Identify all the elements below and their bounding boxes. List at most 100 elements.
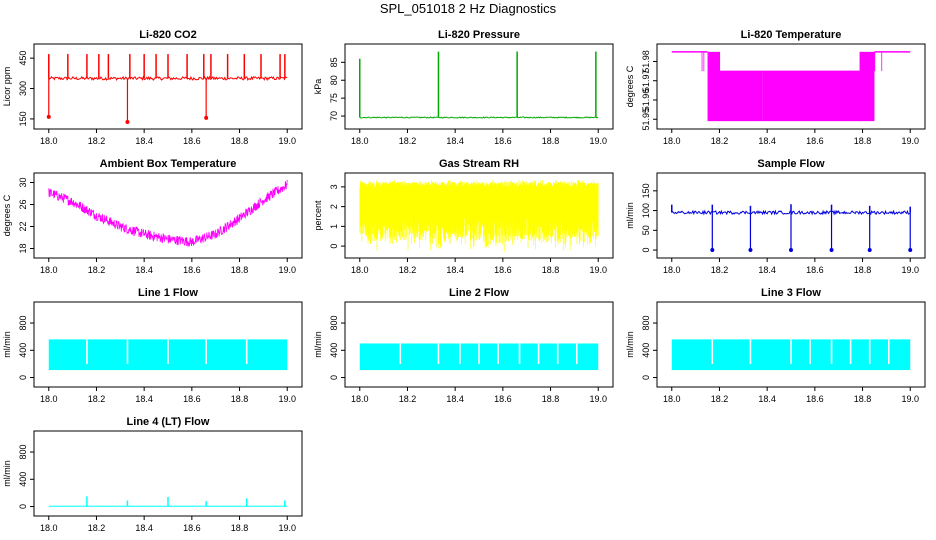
y-tick-label: 1 — [329, 224, 339, 229]
series-line — [48, 179, 288, 248]
y-tick-label: 450 — [18, 51, 28, 66]
y-tick-label: 22 — [18, 221, 28, 231]
data-series — [359, 51, 599, 119]
plot-frame — [33, 301, 303, 388]
y-tick-label: 80 — [329, 75, 339, 85]
y-tick-label: 150 — [18, 111, 28, 126]
y-tick-label: 400 — [329, 343, 339, 358]
chart-panel: Sample Flow ml/min 18.0 18.2 18.4 18.6 18.8 19.… — [625, 158, 926, 275]
data-series — [671, 339, 911, 371]
y-axis-label: degrees C — [625, 65, 635, 107]
x-tick-label: 19.0 — [901, 265, 919, 275]
series-area — [719, 71, 763, 122]
x-tick-label: 18.6 — [183, 523, 201, 533]
y-axis-label: ml/min — [625, 331, 635, 358]
data-series — [359, 180, 599, 252]
x-tick-label: 18.2 — [399, 136, 417, 146]
plot-frame — [33, 430, 303, 517]
x-tick-label: 18.8 — [542, 265, 560, 275]
x-tick-label: 18.4 — [135, 523, 153, 533]
chart-panel: Li-820 CO2 Licor ppm 18.0 18.2 18.4 18.6 18.8 1… — [2, 29, 303, 146]
x-tick-label: 18.2 — [88, 265, 106, 275]
y-tick-label: 800 — [329, 316, 339, 331]
x-tick-label: 19.0 — [278, 394, 296, 404]
panel-title: Li-820 Pressure — [438, 29, 520, 41]
y-axis-label: ml/min — [2, 460, 12, 487]
x-tick-label: 18.6 — [806, 265, 824, 275]
y-tick-label: 0 — [329, 244, 339, 249]
x-tick-label: 19.0 — [901, 136, 919, 146]
y-tick-label: 30 — [18, 177, 28, 187]
y-tick-label: 50 — [641, 225, 651, 235]
y-tick-label: 0 — [641, 248, 651, 253]
x-tick-label: 18.6 — [494, 265, 512, 275]
data-series — [48, 496, 288, 507]
x-tick-label: 18.6 — [806, 394, 824, 404]
x-tick-label: 18.6 — [183, 136, 201, 146]
data-point — [829, 248, 834, 253]
y-axis-label: ml/min — [625, 202, 635, 229]
data-series — [48, 179, 288, 248]
y-tick-label: 70 — [329, 111, 339, 121]
y-tick-label: 400 — [18, 472, 28, 487]
plot-frame — [656, 301, 926, 388]
data-series — [46, 54, 288, 124]
x-tick-label: 18.8 — [542, 394, 560, 404]
x-tick-label: 18.2 — [399, 394, 417, 404]
panel-title: Sample Flow — [757, 158, 825, 170]
series-area — [762, 71, 822, 122]
y-tick-label: 0 — [641, 375, 651, 380]
x-tick-label: 18.0 — [351, 394, 369, 404]
x-tick-label: 18.6 — [183, 394, 201, 404]
x-tick-label: 19.0 — [278, 523, 296, 533]
series-area — [707, 51, 720, 122]
y-tick-label: 51.96 — [641, 89, 651, 112]
x-tick-label: 18.0 — [351, 136, 369, 146]
panel-title: Line 3 Flow — [761, 287, 821, 299]
x-tick-label: 18.6 — [183, 265, 201, 275]
y-axis-label: degrees C — [2, 194, 12, 236]
y-axis-label: kPa — [313, 79, 323, 95]
chart-panel: Li-820 Temperature degrees C 18.0 18.2 18.4 1… — [625, 29, 926, 146]
y-tick-label: 0 — [329, 375, 339, 380]
y-tick-label: 2 — [329, 204, 339, 209]
chart-panel: Line 4 (LT) Flow ml/min 18.0 18.2 18.4 18.6 18… — [2, 416, 303, 533]
y-tick-label: 0 — [18, 375, 28, 380]
plot-frame — [33, 43, 303, 130]
x-tick-label: 19.0 — [278, 136, 296, 146]
x-tick-label: 18.4 — [758, 265, 776, 275]
x-tick-label: 18.8 — [854, 394, 872, 404]
data-point — [867, 248, 872, 253]
x-tick-label: 18.0 — [40, 136, 58, 146]
plot-frame — [344, 301, 614, 388]
x-tick-label: 18.2 — [711, 136, 729, 146]
y-axis-label: ml/min — [2, 331, 12, 358]
chart-panel: Gas Stream RH percent 18.0 18.2 18.4 18.6 18.8… — [313, 158, 614, 275]
chart-panel: Line 1 Flow ml/min 18.0 18.2 18.4 18.6 18.8 19.… — [2, 287, 303, 404]
x-tick-label: 18.0 — [351, 265, 369, 275]
data-series — [671, 204, 913, 253]
panel-title: Line 2 Flow — [449, 287, 509, 299]
x-tick-label: 18.8 — [542, 136, 560, 146]
x-tick-label: 18.4 — [135, 394, 153, 404]
y-tick-label: 150 — [641, 183, 651, 198]
y-tick-label: 51.95 — [641, 108, 651, 131]
y-tick-label: 400 — [18, 343, 28, 358]
x-tick-label: 18.0 — [40, 394, 58, 404]
y-tick-label: 3 — [329, 184, 339, 189]
data-point — [748, 248, 753, 253]
x-tick-label: 18.0 — [40, 523, 58, 533]
data-series — [671, 51, 911, 122]
x-tick-label: 19.0 — [589, 265, 607, 275]
data-point — [46, 114, 51, 119]
x-tick-label: 18.0 — [40, 265, 58, 275]
x-tick-label: 18.2 — [711, 265, 729, 275]
series-area — [822, 71, 861, 122]
y-tick-label: 800 — [18, 316, 28, 331]
x-tick-label: 18.4 — [446, 394, 464, 404]
x-tick-label: 18.8 — [231, 394, 249, 404]
y-axis-label: ml/min — [313, 331, 323, 358]
x-tick-label: 18.6 — [806, 136, 824, 146]
y-tick-label: 800 — [18, 445, 28, 460]
